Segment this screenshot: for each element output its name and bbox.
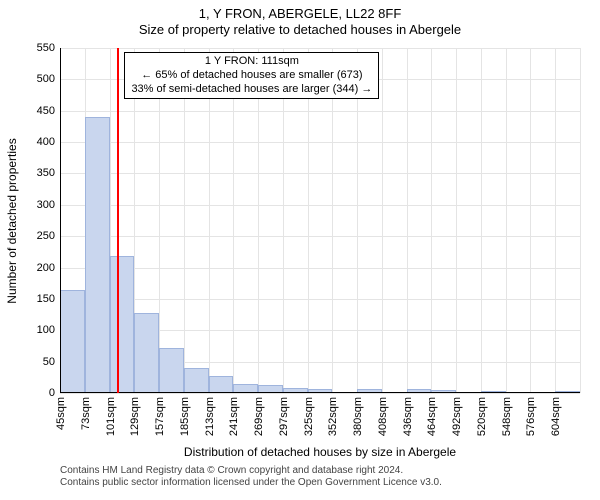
x-tick-label: 157sqm: [152, 397, 166, 436]
y-tick-label: 350: [37, 167, 60, 179]
histogram-bar: [209, 376, 234, 393]
x-axis-label: Distribution of detached houses by size …: [60, 445, 580, 459]
x-tick-label: 380sqm: [350, 397, 364, 436]
y-axis-label: Number of detached properties: [5, 138, 19, 303]
x-tick-label: 520sqm: [474, 397, 488, 436]
grid-line-vertical: [382, 48, 383, 393]
x-tick-label: 241sqm: [226, 397, 240, 436]
annotation-line2: ← 65% of detached houses are smaller (67…: [131, 69, 372, 83]
grid-line-vertical: [481, 48, 482, 393]
footnote-line2: Contains public sector information licen…: [60, 477, 442, 489]
histogram-bar: [134, 313, 159, 393]
grid-line-vertical: [332, 48, 333, 393]
x-tick-label: 352sqm: [325, 397, 339, 436]
y-tick-label: 400: [37, 136, 60, 148]
grid-line-vertical: [555, 48, 556, 393]
histogram-bar: [85, 117, 110, 393]
grid-line-horizontal: [60, 236, 580, 237]
grid-line-vertical: [407, 48, 408, 393]
grid-line-vertical: [184, 48, 185, 393]
x-tick-label: 408sqm: [375, 397, 389, 436]
grid-line-horizontal: [60, 173, 580, 174]
chart-container: { "chart": { "type": "histogram", "title…: [0, 0, 600, 500]
x-tick-label: 576sqm: [523, 397, 537, 436]
y-tick-label: 450: [37, 105, 60, 117]
histogram-bar: [110, 256, 135, 393]
x-tick-label: 604sqm: [548, 397, 562, 436]
x-axis-line: [60, 392, 580, 393]
grid-line-horizontal: [60, 142, 580, 143]
histogram-bar: [60, 290, 85, 394]
x-tick-label: 101sqm: [103, 397, 117, 436]
plot-area: 05010015020025030035040045050055045sqm73…: [60, 48, 580, 393]
annotation-line3: 33% of semi-detached houses are larger (…: [131, 83, 372, 97]
x-tick-label: 548sqm: [499, 397, 513, 436]
grid-line-horizontal: [60, 299, 580, 300]
y-tick-label: 550: [37, 42, 60, 54]
annotation-line1: 1 Y FRON: 111sqm: [131, 55, 372, 69]
y-tick-label: 300: [37, 199, 60, 211]
grid-line-vertical: [456, 48, 457, 393]
grid-line-vertical: [283, 48, 284, 393]
x-tick-label: 73sqm: [78, 397, 92, 430]
y-tick-label: 100: [37, 324, 60, 336]
reference-line: [117, 48, 119, 393]
x-tick-label: 129sqm: [127, 397, 141, 436]
grid-line-vertical: [258, 48, 259, 393]
histogram-bar: [184, 368, 209, 393]
grid-line-vertical: [233, 48, 234, 393]
x-tick-label: 436sqm: [400, 397, 414, 436]
x-tick-label: 213sqm: [202, 397, 216, 436]
grid-line-vertical: [209, 48, 210, 393]
grid-line-vertical: [530, 48, 531, 393]
grid-line-horizontal: [60, 393, 580, 394]
grid-line-horizontal: [60, 268, 580, 269]
grid-line-horizontal: [60, 48, 580, 49]
x-tick-label: 297sqm: [276, 397, 290, 436]
x-tick-label: 464sqm: [424, 397, 438, 436]
grid-line-vertical: [159, 48, 160, 393]
footnote-line1: Contains HM Land Registry data © Crown c…: [60, 465, 442, 477]
footnote: Contains HM Land Registry data © Crown c…: [60, 465, 442, 489]
annotation-box: 1 Y FRON: 111sqm← 65% of detached houses…: [124, 52, 379, 99]
x-tick-label: 492sqm: [449, 397, 463, 436]
grid-line-vertical: [580, 48, 581, 393]
grid-line-horizontal: [60, 205, 580, 206]
y-tick-label: 200: [37, 262, 60, 274]
y-tick-label: 500: [37, 73, 60, 85]
grid-line-vertical: [308, 48, 309, 393]
grid-line-vertical: [431, 48, 432, 393]
histogram-bar: [159, 348, 184, 393]
grid-line-vertical: [506, 48, 507, 393]
y-axis-line: [60, 48, 61, 393]
grid-line-horizontal: [60, 111, 580, 112]
grid-line-vertical: [357, 48, 358, 393]
y-tick-label: 150: [37, 293, 60, 305]
x-tick-label: 185sqm: [177, 397, 191, 436]
x-tick-label: 325sqm: [301, 397, 315, 436]
chart-title-line2: Size of property relative to detached ho…: [0, 22, 600, 38]
chart-title-line1: 1, Y FRON, ABERGELE, LL22 8FF: [0, 0, 600, 22]
x-tick-label: 45sqm: [53, 397, 67, 430]
x-tick-label: 269sqm: [251, 397, 265, 436]
y-tick-label: 250: [37, 230, 60, 242]
y-tick-label: 50: [43, 356, 60, 368]
